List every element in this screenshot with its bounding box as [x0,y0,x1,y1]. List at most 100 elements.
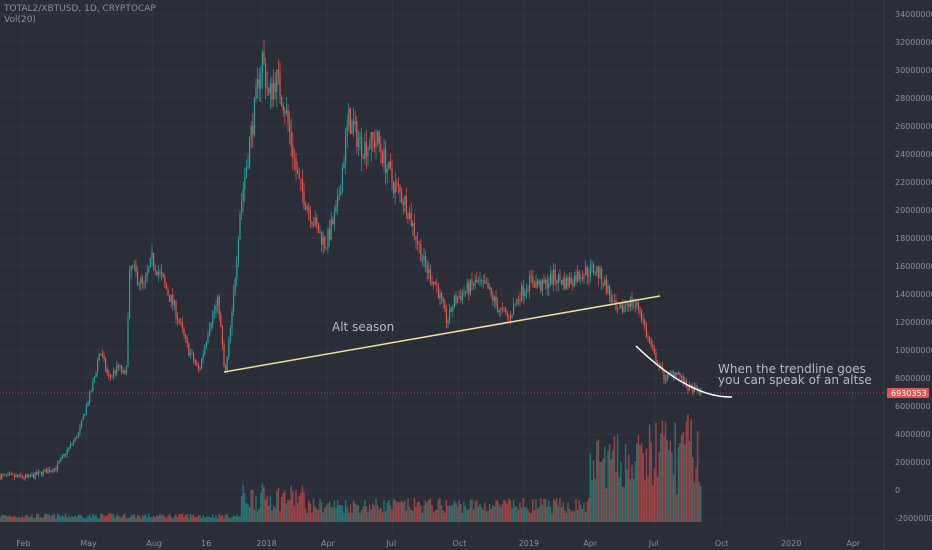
volume-bar [47,513,49,522]
candle-body [258,78,260,89]
candle-body [636,302,638,306]
candle-body [471,279,473,285]
candle-body [477,281,479,283]
volume-bar [322,512,324,522]
volume-bar [144,514,147,522]
volume-bar [482,509,484,522]
y-tick-label: 30000000 [895,66,932,75]
volume-bar [220,515,222,522]
candle-body [226,356,228,371]
candle-body [545,279,547,284]
volume-bar [551,513,553,522]
volume-bar [631,464,633,522]
candle-body [341,168,343,192]
candle-body [642,319,644,321]
candle-body [121,365,123,373]
price-axis[interactable]: 34000000 32000000 30000000 28000000 26000000… [883,0,932,550]
volume-bar [61,515,64,522]
candle-body [65,454,67,456]
volume-bar [248,507,251,522]
curve-drawing[interactable] [635,345,733,398]
volume-bar [588,498,590,522]
candle-body [257,78,259,86]
candle-body [193,353,195,361]
volume-bar [700,486,702,522]
volume-bar [669,440,672,522]
volume-bar [122,514,124,522]
volume-bar [527,509,529,522]
volume-bar [327,503,329,522]
candle-body [306,207,308,210]
volume-bar [461,513,464,522]
volume-bar [266,495,268,522]
volume-bar [493,506,496,522]
candle-body [681,375,683,377]
candle-body [269,83,271,94]
candle-body [559,274,561,281]
volume-bar [148,513,150,522]
candle-body [191,353,193,355]
volume-bar [280,496,283,522]
candle-body [393,182,395,193]
volume-bar [104,515,107,522]
volume-bars [0,413,702,522]
volume-bar [237,516,240,522]
volume-bar [256,510,259,522]
volume-bar [460,504,462,522]
volume-bar [500,507,502,522]
drawings[interactable]: Alt season When the trendline goes you c… [223,295,872,398]
volume-bar [316,508,318,522]
x-tick-label: 2018 [256,539,276,548]
candle-body [597,266,599,278]
volume-bar [95,515,97,522]
volume-bar [16,517,19,522]
volume-bar [34,517,36,522]
volume-bar [80,515,83,522]
volume-bar [205,516,208,522]
volume-bar [384,511,387,522]
volume-bar [591,480,593,522]
candle-body [58,461,60,464]
volume-bar [688,441,691,522]
volume-bar [343,512,345,522]
candle-body [33,474,35,479]
candle-body [281,96,283,106]
volume-bar [484,502,486,522]
y-tick-label: 24000000 [895,150,932,159]
last-price-value: 6930353 [891,389,927,398]
volume-bar [506,503,508,522]
volume-bar [125,518,128,522]
symbol-legend[interactable]: TOTAL2/XBTUSD, 1D, CRYPTOCAP Vol(20) [4,4,156,26]
candle-body [468,282,470,295]
volume-bar [624,444,627,522]
candle-body [45,469,47,474]
candle-body [52,470,54,472]
trendline-drawing[interactable] [223,295,661,373]
candle-body [428,269,430,274]
x-tick-label: Aug [146,539,162,548]
candle-body [458,296,460,298]
candle-body [431,281,433,284]
volume-bar [690,419,692,522]
candle-body [665,379,667,381]
candle-body [85,405,87,415]
volume-bar [354,503,356,522]
volume-bar [538,506,540,522]
candle-body [674,372,676,377]
candle-body [445,308,447,324]
volume-bar [55,518,57,522]
volume-bar [557,506,560,522]
candle-body [159,271,161,273]
candle-body [301,179,303,192]
time-axis[interactable]: Feb May Aug 16 2018 Apr Jul Oct 2019 Apr Jul Oct 202… [16,539,861,548]
volume-bar [74,515,76,522]
candle-body [469,279,471,295]
volume-bar [117,515,120,522]
candle-body [489,287,491,289]
candle-body [68,447,70,451]
volume-bar [130,515,132,522]
volume-bar [544,498,547,522]
volume-bar [48,514,51,522]
volume-bar [31,514,33,522]
